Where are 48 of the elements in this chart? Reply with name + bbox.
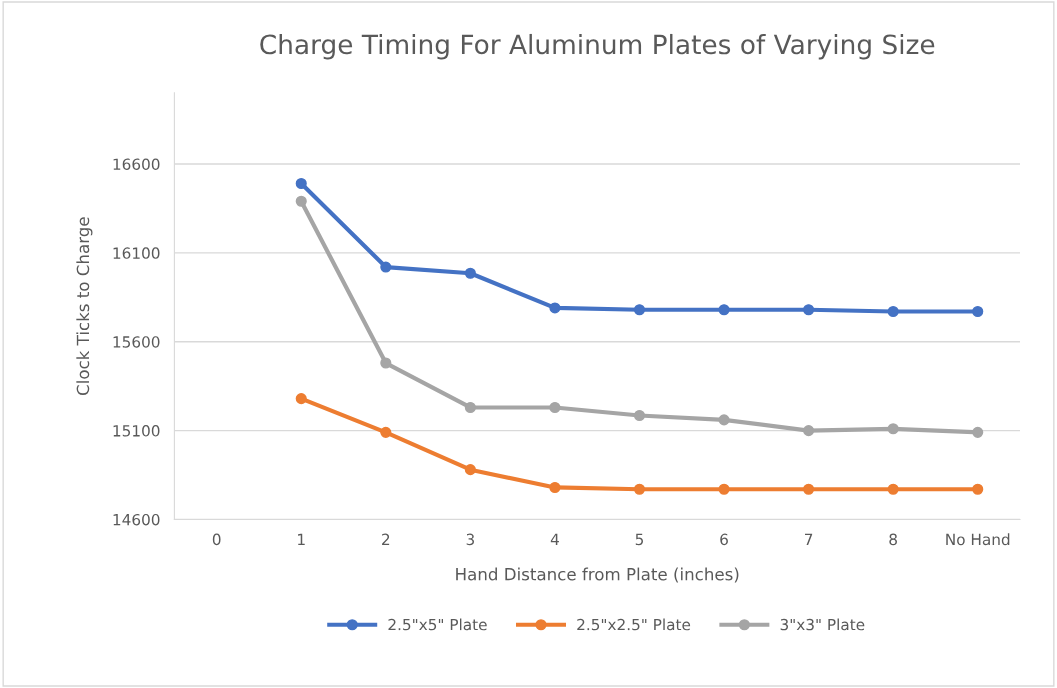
point xyxy=(887,423,899,435)
x-tick-label: 4 xyxy=(550,533,559,545)
point xyxy=(464,401,476,414)
y-tick-label: 16600 xyxy=(113,158,160,170)
point xyxy=(549,481,561,494)
point xyxy=(887,483,899,495)
point xyxy=(718,483,730,495)
chart-title: Charge Timing For Aluminum Plates of Varying Size xyxy=(260,33,935,60)
x-axis-title: Hand Distance from Plate (inches) xyxy=(456,567,739,583)
y-tick-label: 15600 xyxy=(113,336,160,348)
point xyxy=(633,483,646,495)
legend-label: 2.5"x5" Plate xyxy=(388,618,487,631)
point xyxy=(380,261,392,273)
point xyxy=(464,267,476,279)
x-tick-label: 8 xyxy=(889,533,897,546)
legend-label: 2.5"x2.5" Plate xyxy=(577,618,691,631)
point xyxy=(549,401,561,414)
point xyxy=(718,304,730,316)
point xyxy=(718,414,730,426)
point xyxy=(295,177,307,190)
legend-label: 3"x3" Plate xyxy=(780,618,865,631)
point xyxy=(972,483,984,495)
point xyxy=(972,305,984,318)
x-tick-label: 1 xyxy=(298,533,305,545)
point xyxy=(549,302,561,314)
y-axis-title: Clock Ticks to Charge xyxy=(76,217,93,395)
point xyxy=(803,425,815,437)
point xyxy=(633,409,646,422)
y-tick-label: 14600 xyxy=(113,513,160,526)
x-tick-label: 5 xyxy=(635,533,644,546)
point xyxy=(380,357,392,369)
x-tick-label: 3 xyxy=(466,533,474,546)
y-tick-label: 15100 xyxy=(113,425,160,437)
point xyxy=(972,426,984,438)
point xyxy=(295,195,307,207)
x-tick-label: 6 xyxy=(720,533,728,546)
point xyxy=(803,304,815,316)
point xyxy=(803,483,815,495)
point xyxy=(633,304,646,316)
point xyxy=(295,393,307,405)
point xyxy=(380,426,392,438)
x-tick-label: 7 xyxy=(805,533,813,545)
point xyxy=(464,464,476,476)
x-tick-label: 0 xyxy=(212,533,221,546)
x-tick-label: No Hand xyxy=(946,533,1010,546)
point xyxy=(887,305,899,318)
y-tick-label: 16100 xyxy=(113,247,160,259)
x-tick-label: 2 xyxy=(382,533,390,545)
